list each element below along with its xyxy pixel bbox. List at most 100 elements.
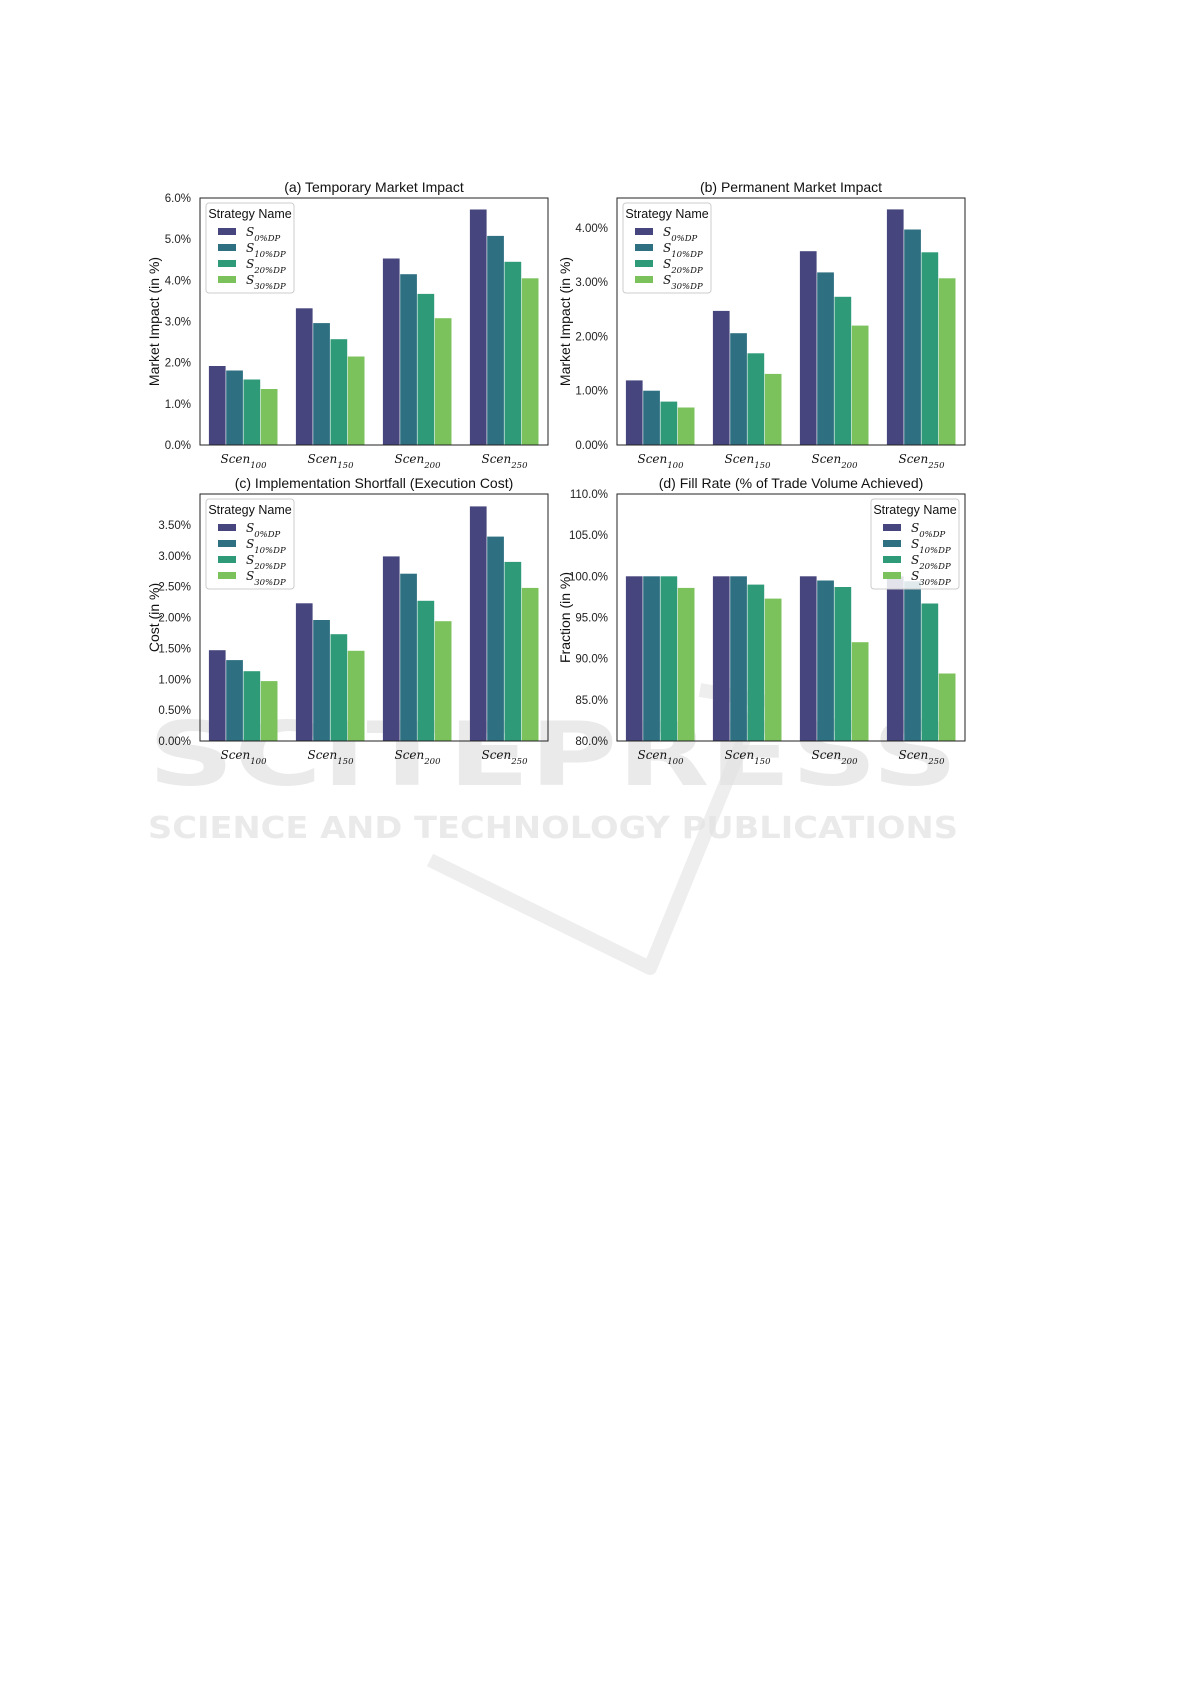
legend-swatch [883,524,901,531]
x-tick-label-subscript: 150 [754,461,771,471]
x-tick-label-base: Scen [724,452,754,466]
bar-10pctDP-150 [730,333,747,445]
y-tick-label: 3.00% [158,551,191,563]
legend-label: S30%DP [246,273,286,292]
y-tick-label: 4.0% [165,275,191,287]
bar-10pctDP-200 [817,580,834,741]
legend-label: S20%DP [246,553,286,572]
legend-label-base: S [911,553,919,567]
x-tick-label: Scen200 [394,748,441,767]
bar-20pctDP-200 [834,587,852,741]
legend-label-subscript: 30%DP [671,282,703,292]
bar-10pctDP-250 [904,229,921,445]
legend-label: S0%DP [246,521,281,540]
x-tick-label-subscript: 150 [337,461,354,471]
bar-0pctDP-250 [886,576,904,741]
bar-10pctDP-150 [313,620,330,741]
legend-swatch [635,260,653,267]
legend-label: S30%DP [911,569,951,588]
x-tick-label-base: Scen [220,452,250,466]
bar-30pctDP-150 [347,650,365,741]
legend-swatch [218,228,236,235]
legend-swatch [218,276,236,283]
y-tick-label: 0.50% [158,705,191,717]
bar-10pctDP-200 [400,274,417,445]
y-tick-label: 80.0% [575,736,608,748]
legend-label: S20%DP [663,257,703,276]
x-tick-label: Scen100 [220,748,267,767]
x-tick-label-base: Scen [481,748,511,762]
bar-0pctDP-150 [712,576,730,741]
legend-box [870,498,960,590]
bar-20pctDP-250 [504,561,522,741]
legend-label-base: S [246,257,254,271]
legend-title: Strategy Name [873,503,956,517]
bar-30pctDP-100 [677,587,695,741]
chart-panel-2: (c) Implementation Shortfall (Execution … [146,475,549,767]
chart-title: (a) Temporary Market Impact [284,179,464,195]
y-tick-label: 2.00% [158,613,191,625]
bar-30pctDP-250 [938,673,956,741]
legend-swatch [218,244,236,251]
bar-10pctDP-100 [226,370,243,445]
x-tick-label-base: Scen [898,748,928,762]
x-tick-label-base: Scen [811,748,841,762]
x-tick-label-subscript: 150 [337,757,354,767]
legend-label-base: S [663,273,671,287]
watermark-sub-text: SCIENCE AND TECHNOLOGY PUBLICATIONS [148,811,958,846]
bar-0pctDP-150 [712,310,730,445]
y-tick-label: 105.0% [569,530,608,542]
bar-0pctDP-100 [208,650,226,741]
legend-label-subscript: 20%DP [253,562,286,572]
legend-swatch [635,244,653,251]
legend-title: Strategy Name [625,207,708,221]
x-tick-label: Scen150 [307,748,354,767]
legend-title: Strategy Name [208,207,291,221]
x-tick-label-base: Scen [220,748,250,762]
legend-swatch [635,228,653,235]
legend-label-subscript: 20%DP [670,266,703,276]
bar-10pctDP-200 [817,272,834,445]
legend-label: S10%DP [663,241,703,260]
y-tick-label: 85.0% [575,695,608,707]
x-tick-label-base: Scen [394,748,424,762]
bar-20pctDP-250 [504,261,522,445]
x-tick-label-base: Scen [811,452,841,466]
plot-frame [199,493,549,742]
y-tick-label: 3.0% [165,317,191,329]
x-tick-label: Scen150 [724,748,771,767]
bar-10pctDP-250 [904,581,921,741]
x-tick-label: Scen250 [898,452,945,471]
legend-label: S20%DP [911,553,951,572]
legend-label-base: S [246,521,254,535]
bar-0pctDP-100 [625,576,643,741]
x-tick-label-base: Scen [394,452,424,466]
legend-title: Strategy Name [208,503,291,517]
legend-label: S0%DP [911,521,946,540]
legend-label-subscript: 0%DP [671,234,697,244]
x-tick-label-subscript: 150 [754,757,771,767]
x-tick-label-subscript: 100 [667,461,684,471]
legend-label-base: S [663,241,671,255]
y-tick-label: 3.50% [158,520,191,532]
plot-frame [616,493,966,742]
x-tick-label-subscript: 100 [667,757,684,767]
bar-10pctDP-250 [487,536,504,741]
bar-30pctDP-150 [764,373,782,445]
legend-box [205,202,295,294]
bar-30pctDP-250 [521,278,539,445]
bar-0pctDP-250 [469,209,487,445]
legend-label: S0%DP [663,225,698,244]
x-tick-label: Scen200 [811,452,858,471]
bar-30pctDP-250 [938,278,956,445]
bar-10pctDP-250 [487,235,504,445]
bar-0pctDP-250 [469,506,487,741]
legend-label: S30%DP [663,273,703,292]
bar-20pctDP-150 [330,634,348,741]
legend-box [622,202,712,294]
legend-label-subscript: 10%DP [919,546,951,556]
bar-20pctDP-150 [747,353,765,445]
